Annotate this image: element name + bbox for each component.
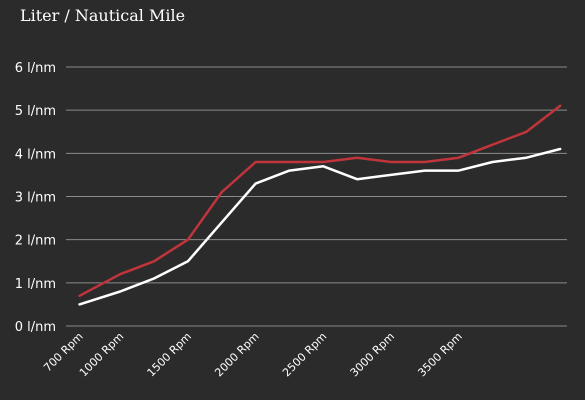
chart-title: Liter / Nautical Mile [20, 6, 186, 25]
grid-lines [66, 66, 567, 327]
y-tick-label: 1 l/nm [15, 277, 56, 292]
series-line-0 [78, 104, 562, 298]
series-line-1 [78, 147, 562, 306]
y-axis-labels: 0 l/nm 1 l/nm 2 l/nm 3 l/nm 4 l/nm 5 l/nm 6 l/… [15, 61, 56, 335]
y-tick-label: 0 l/nm [15, 320, 56, 335]
x-tick-label: 2500 Rpm [280, 330, 329, 379]
x-tick-label: 3000 Rpm [348, 330, 397, 379]
x-tick-label: 2000 Rpm [212, 330, 261, 379]
y-tick-label: 2 l/nm [15, 234, 56, 249]
series-lines [78, 104, 562, 306]
x-tick-label: 1000 Rpm [77, 330, 126, 379]
y-tick-label: 4 l/nm [15, 147, 56, 162]
y-tick-label: 3 l/nm [15, 191, 56, 206]
x-tick-label: 3500 Rpm [415, 330, 464, 379]
x-tick-label: 1500 Rpm [145, 330, 194, 379]
y-tick-label: 6 l/nm [15, 61, 56, 76]
y-tick-label: 5 l/nm [15, 104, 56, 119]
